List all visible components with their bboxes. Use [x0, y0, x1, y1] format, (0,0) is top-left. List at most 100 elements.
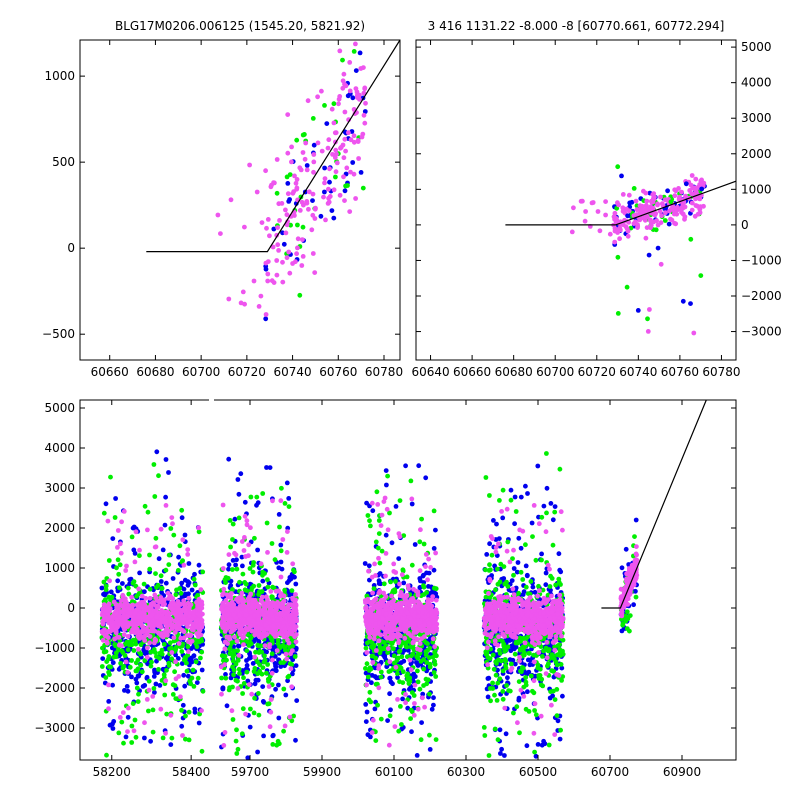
point-magenta [294, 251, 299, 257]
point-magenta [256, 603, 262, 609]
point-green [149, 659, 154, 665]
point-blue [125, 714, 131, 720]
point-magenta [125, 670, 130, 675]
point-magenta [644, 225, 650, 231]
point-magenta [243, 612, 249, 618]
point-blue [191, 653, 197, 659]
point-magenta [300, 254, 306, 259]
point-magenta [171, 601, 177, 607]
point-blue [426, 570, 432, 576]
point-magenta [224, 592, 230, 598]
point-green [150, 729, 156, 735]
point-magenta [266, 601, 272, 607]
point-green [122, 653, 128, 658]
point-green [322, 103, 327, 108]
point-magenta [226, 552, 232, 557]
point-green [272, 557, 278, 563]
point-green [421, 541, 427, 547]
point-green [411, 693, 417, 698]
point-magenta [285, 191, 291, 197]
point-magenta [351, 171, 357, 177]
point-magenta [110, 614, 115, 619]
point-magenta [231, 602, 237, 607]
point-magenta [246, 616, 252, 622]
point-green [219, 675, 225, 681]
point-green [130, 701, 136, 706]
point-magenta [356, 156, 361, 161]
point-magenta [237, 612, 242, 618]
point-green [615, 311, 621, 316]
point-magenta [396, 531, 402, 536]
point-magenta [117, 602, 123, 608]
point-green [231, 672, 237, 678]
point-magenta [281, 593, 287, 599]
point-green [252, 695, 257, 701]
point-green [251, 560, 256, 565]
point-magenta [420, 695, 425, 701]
point-magenta [170, 521, 175, 527]
point-magenta [169, 650, 175, 655]
point-magenta [221, 586, 227, 592]
point-magenta [428, 565, 433, 570]
point-blue [294, 698, 300, 703]
point-green [171, 532, 177, 538]
point-magenta [181, 562, 187, 568]
point-blue [377, 571, 383, 576]
point-magenta [634, 207, 640, 213]
point-magenta [106, 601, 112, 607]
point-magenta [698, 178, 704, 184]
point-green [188, 681, 194, 687]
point-green [230, 684, 235, 690]
point-magenta [658, 194, 663, 200]
point-green [433, 674, 439, 679]
point-blue [370, 508, 376, 514]
point-green [698, 273, 704, 278]
point-green [230, 717, 236, 722]
point-magenta [290, 648, 295, 653]
point-magenta [142, 720, 147, 726]
point-magenta [295, 236, 301, 242]
point-magenta [319, 148, 325, 154]
point-magenta [198, 587, 204, 592]
point-magenta [222, 646, 228, 652]
point-magenta [290, 597, 296, 602]
point-green [134, 685, 140, 691]
point-blue [412, 542, 418, 547]
point-magenta [262, 628, 267, 634]
point-magenta [370, 717, 376, 723]
top-left-points [215, 41, 368, 322]
point-green [147, 566, 153, 572]
point-magenta [168, 616, 174, 622]
point-magenta [155, 623, 161, 629]
point-magenta [246, 599, 251, 604]
point-magenta [281, 634, 287, 640]
point-blue [168, 742, 174, 747]
point-blue [389, 540, 395, 546]
point-green [235, 678, 240, 684]
point-magenta [189, 625, 195, 630]
point-magenta [287, 714, 293, 720]
point-magenta [285, 112, 291, 117]
point-magenta [277, 631, 282, 636]
point-magenta [333, 169, 339, 175]
point-blue [393, 504, 399, 509]
point-magenta [181, 617, 187, 622]
point-blue [234, 557, 239, 563]
point-blue [409, 729, 414, 735]
point-magenta [163, 503, 169, 508]
point-green [365, 513, 371, 518]
point-magenta [247, 162, 253, 168]
point-green [135, 666, 141, 672]
point-green [360, 185, 366, 191]
point-magenta [173, 659, 179, 665]
point-magenta [196, 525, 202, 531]
point-magenta [375, 502, 381, 507]
point-blue [176, 554, 182, 560]
point-blue [310, 198, 315, 204]
point-green [106, 558, 112, 563]
point-magenta [687, 188, 693, 193]
point-green [286, 673, 292, 679]
point-blue [232, 516, 238, 522]
point-magenta [158, 706, 164, 712]
point-magenta [154, 614, 159, 620]
